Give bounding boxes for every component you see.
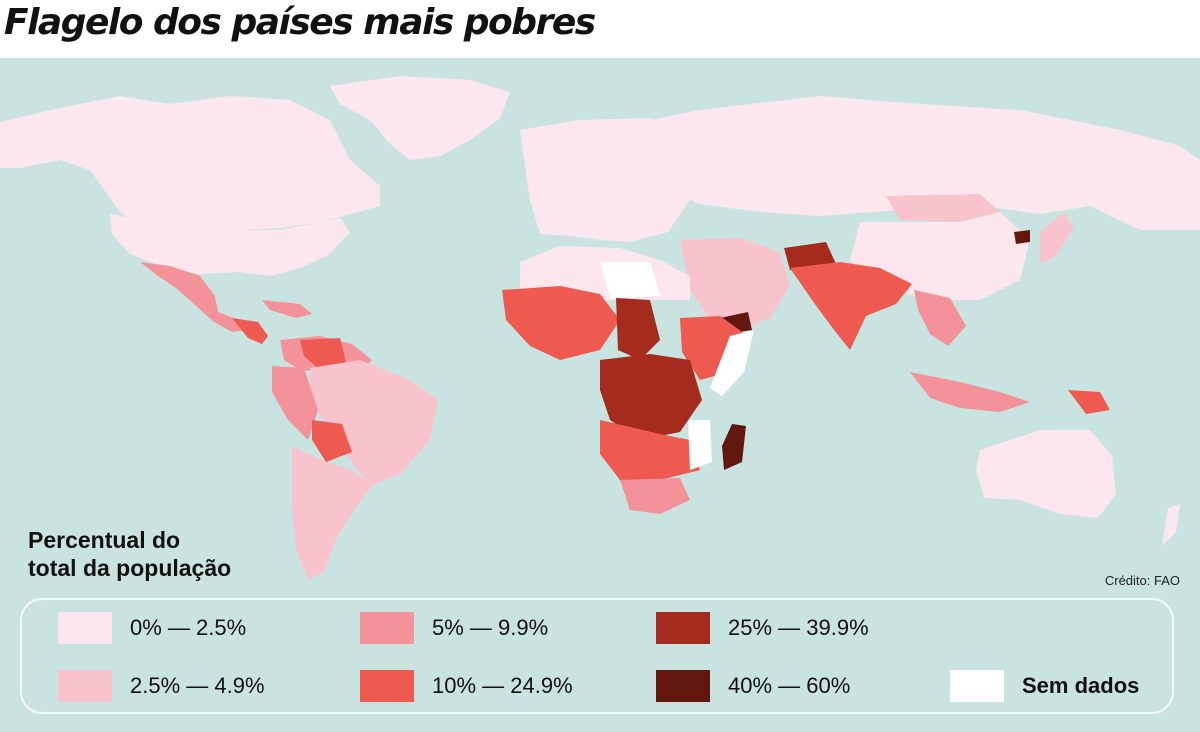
legend-item-25-39-9: 25% — 39.9% xyxy=(656,612,869,644)
legend-item-2-5-4-9: 2.5% — 4.9% xyxy=(58,670,265,702)
legend-swatch-2-5-4-9 xyxy=(58,670,112,702)
region-sahel xyxy=(616,298,660,360)
map-title: Flagelo dos países mais pobres xyxy=(4,2,596,43)
region-south-central-africa xyxy=(600,420,700,480)
region-south-asia xyxy=(790,262,912,350)
legend-label-0-2-5: 0% — 2.5% xyxy=(130,615,247,640)
region-australia xyxy=(976,430,1116,518)
legend-item-0-2-5: 0% — 2.5% xyxy=(58,612,246,644)
region-central-africa xyxy=(600,354,702,440)
region-png xyxy=(1068,390,1110,414)
region-central-america xyxy=(232,318,268,344)
region-indonesia xyxy=(910,372,1030,412)
region-bolivia xyxy=(312,420,352,462)
legend-swatch-25-39-9 xyxy=(656,612,710,644)
region-canada xyxy=(0,96,380,232)
legend-label-40-60: 40% — 60% xyxy=(728,673,851,698)
legend-label-2-5-4-9: 2.5% — 4.9% xyxy=(130,673,265,698)
legend-item-10-24-9: 10% — 24.9% xyxy=(360,670,573,702)
world-map-svg xyxy=(0,76,1200,580)
region-greenland xyxy=(330,76,510,160)
region-new-zealand xyxy=(1162,504,1180,546)
region-west-africa xyxy=(502,286,620,360)
legend-title-line2: total da população xyxy=(28,555,232,581)
region-russia xyxy=(600,96,1200,230)
legend-box: 0% — 2.5% 2.5% — 4.9% 5% — 9.9% 10% — 24… xyxy=(20,598,1174,714)
region-mongolia xyxy=(886,194,1000,222)
legend-title: Percentual do total da população xyxy=(28,526,231,582)
legend-label-10-24-9: 10% — 24.9% xyxy=(432,673,573,698)
region-middle-east xyxy=(680,238,790,330)
region-venezuela xyxy=(300,338,346,370)
region-north-korea xyxy=(1014,230,1030,244)
region-southeast-asia xyxy=(914,290,966,346)
region-japan xyxy=(1040,212,1074,264)
region-mexico xyxy=(140,262,246,332)
legend-swatch-0-2-5 xyxy=(58,612,112,644)
legend-swatch-10-24-9 xyxy=(360,670,414,702)
legend-swatch-sem-dados xyxy=(950,670,1004,702)
legend-label-25-39-9: 25% — 39.9% xyxy=(728,615,869,640)
region-madagascar xyxy=(722,424,746,470)
legend-item-5-9-9: 5% — 9.9% xyxy=(360,612,548,644)
legend-swatch-5-9-9 xyxy=(360,612,414,644)
region-sahara-nodata xyxy=(600,262,660,298)
region-usa xyxy=(110,214,350,276)
region-southern-africa xyxy=(620,478,690,514)
world-map xyxy=(0,58,1200,732)
legend-item-sem-dados: Sem dados xyxy=(950,670,1139,702)
region-brazil xyxy=(310,360,438,486)
region-peru xyxy=(272,366,318,440)
credit-text: Crédito: FAO xyxy=(1104,573,1180,588)
region-caribbean xyxy=(262,300,312,318)
region-south-america-south xyxy=(292,446,372,580)
legend-item-40-60: 40% — 60% xyxy=(656,670,850,702)
region-somalia-nodata xyxy=(710,330,754,396)
legend-label-sem-dados: Sem dados xyxy=(1022,673,1140,698)
legend-label-5-9-9: 5% — 9.9% xyxy=(432,615,549,640)
region-east-coast-nodata xyxy=(688,420,712,470)
legend-title-line1: Percentual do xyxy=(28,527,181,553)
legend-swatch-40-60 xyxy=(656,670,710,702)
